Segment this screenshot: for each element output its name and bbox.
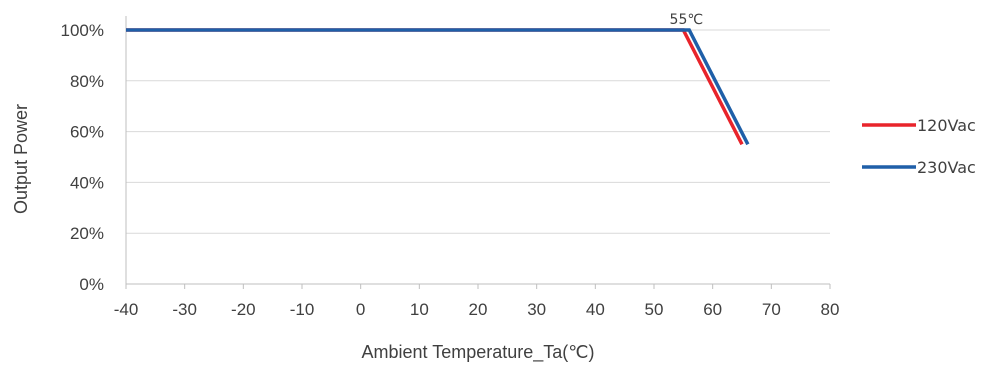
x-tick-label: 20: [469, 300, 488, 319]
x-tick-label: 40: [586, 300, 605, 319]
series-line-230Vac: [126, 28, 750, 146]
y-tick-label: 40%: [70, 173, 104, 192]
x-tick-label: -30: [172, 300, 197, 319]
legend: 120Vac 230Vac: [862, 116, 976, 177]
x-tick-label: -10: [290, 300, 315, 319]
legend-label-230Vac: 230Vac: [917, 158, 976, 177]
x-tick-label: 50: [645, 300, 664, 319]
y-tick-labels: 0% 20% 40% 60% 80% 100%: [61, 21, 104, 294]
x-tick-label: 70: [762, 300, 781, 319]
x-axis-title: Ambient Temperature_Ta(℃): [362, 342, 595, 363]
y-tick-label: 20%: [70, 224, 104, 243]
y-axis-title: Output Power: [11, 104, 31, 214]
x-tick-label: 10: [410, 300, 429, 319]
annotations: 55℃: [670, 12, 704, 28]
y-tick-label: 60%: [70, 123, 104, 142]
y-tick-label: 0%: [79, 275, 104, 294]
x-tick-label: 60: [703, 300, 722, 319]
series-lines: [126, 28, 750, 146]
x-tick-label: 80: [821, 300, 840, 319]
annotation-label: 55℃: [670, 12, 704, 28]
y-tick-label: 100%: [61, 21, 104, 40]
axes: [125, 16, 831, 289]
grid-lines: [126, 29, 830, 234]
x-tick-label: 0: [356, 300, 365, 319]
x-tick-label: -20: [231, 300, 256, 319]
x-tick-label: -40: [114, 300, 139, 319]
series-line-120Vac: [126, 28, 744, 146]
x-tick-label: 30: [527, 300, 546, 319]
y-tick-label: 80%: [70, 72, 104, 91]
legend-label-120Vac: 120Vac: [917, 116, 976, 135]
x-tick-labels: -40 -30 -20 -10 0 10 20 30 40 50 60 70 80: [114, 300, 840, 319]
